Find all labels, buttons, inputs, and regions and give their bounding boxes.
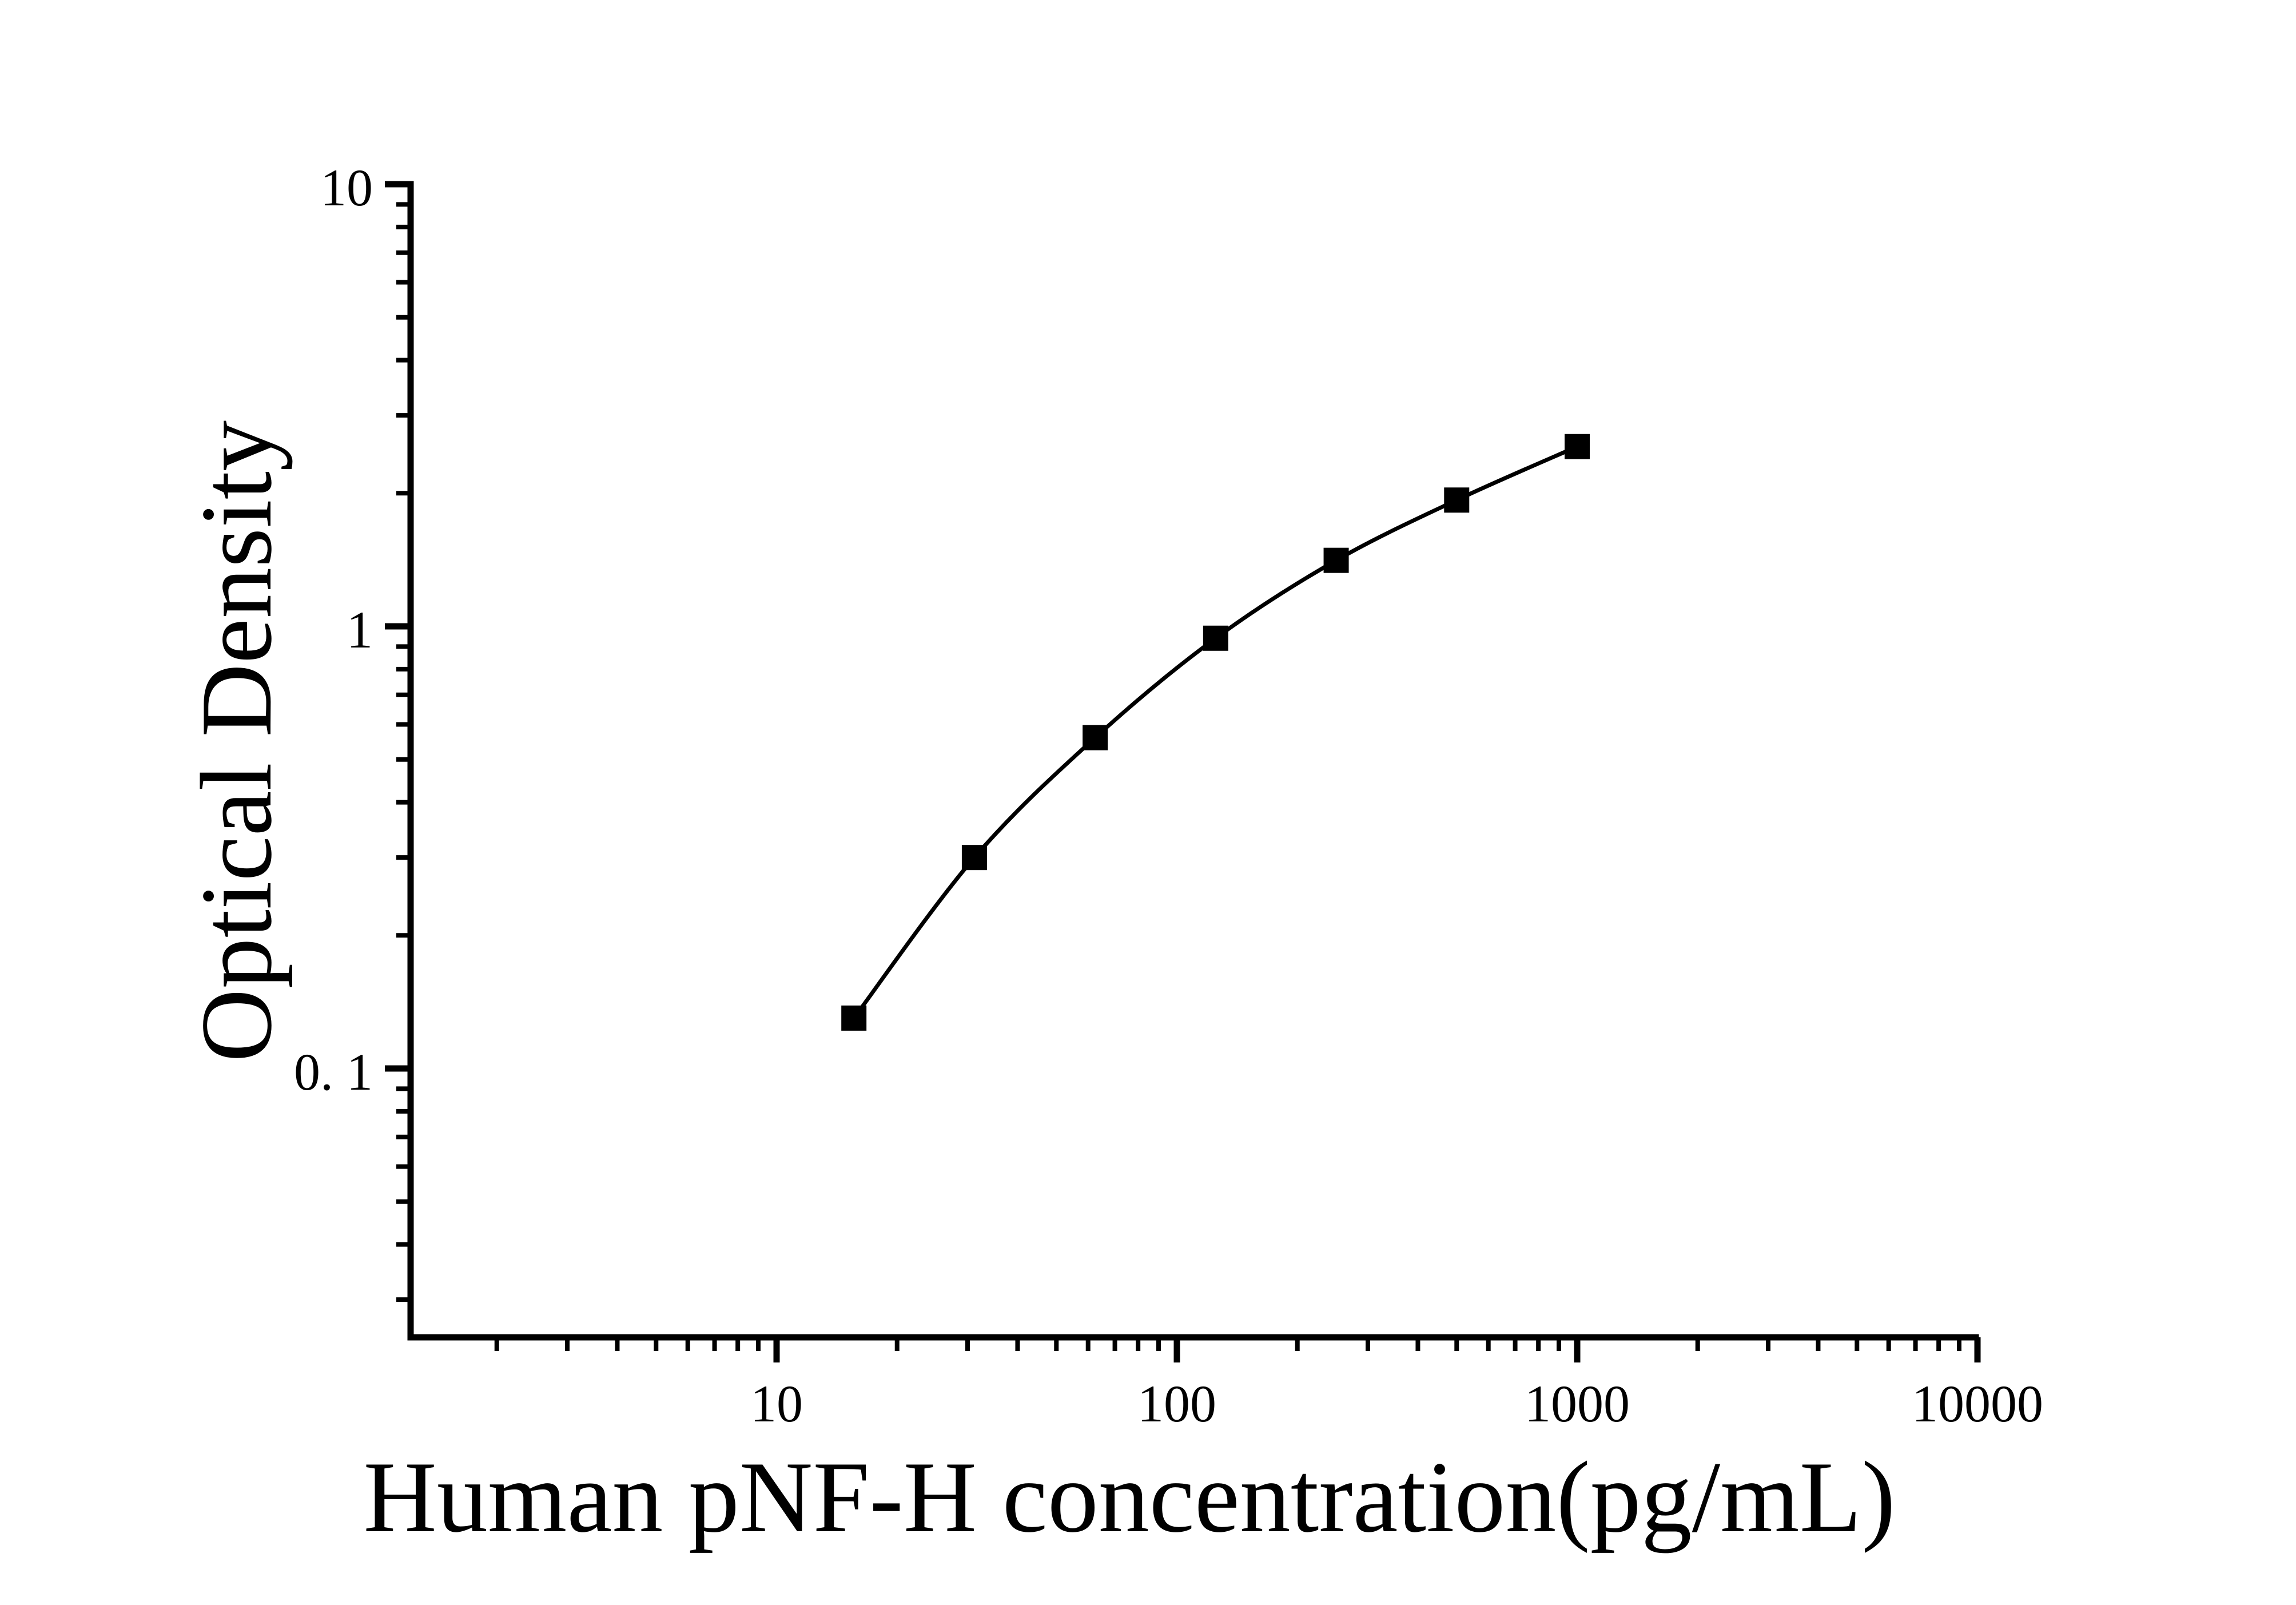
- data-point-marker: [961, 845, 987, 871]
- x-tick-label-10000: 10000: [1912, 1374, 2043, 1433]
- standard-curve-line: [852, 444, 1578, 1020]
- data-point-marker: [1565, 434, 1590, 459]
- y-tick-label-1: 1: [347, 601, 373, 659]
- axis-spines: [407, 181, 1979, 1341]
- x-tick-label-1000: 1000: [1525, 1374, 1630, 1433]
- data-point-marker: [1323, 547, 1349, 573]
- data-point-marker: [841, 1005, 867, 1031]
- x-axis-title: Human pNF-H concentration(pg/mL): [363, 1440, 1896, 1554]
- data-point-marker: [1083, 725, 1108, 750]
- data-point-marker: [1444, 487, 1470, 513]
- y-axis-title: Optical Density: [180, 420, 293, 1063]
- data-point-marker: [1203, 625, 1228, 651]
- y-tick-label-0-1: 0. 1: [294, 1043, 373, 1101]
- x-tick-label-10: 10: [750, 1374, 803, 1433]
- x-tick-label-100: 100: [1137, 1374, 1216, 1433]
- y-tick-label-10: 10: [320, 158, 373, 217]
